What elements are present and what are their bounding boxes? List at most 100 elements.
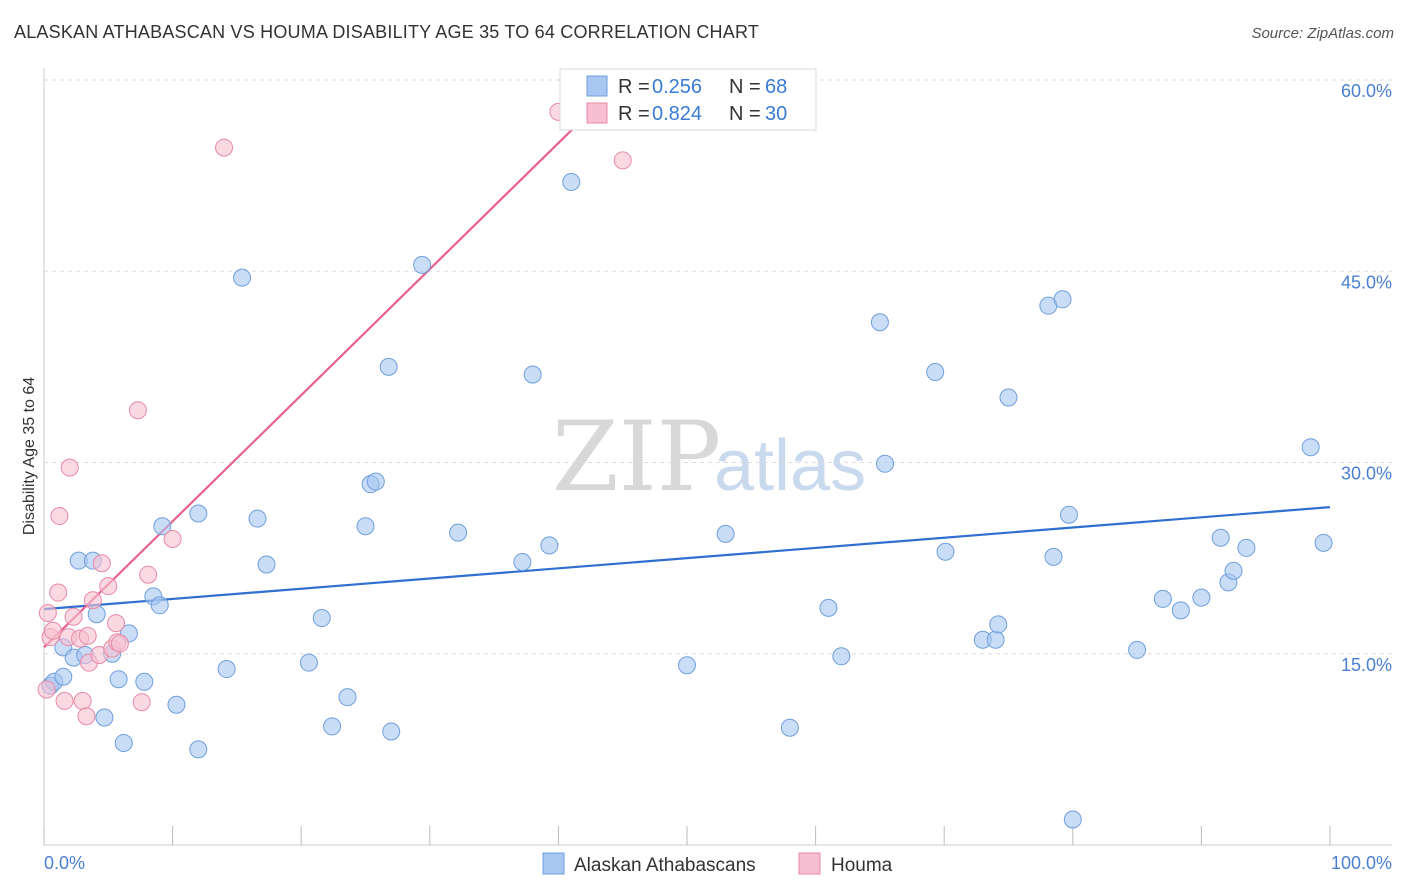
point-athabascan-56 [1059,505,1078,524]
point-athabascan-65 [1237,538,1256,557]
point-athabascan-27 [323,717,342,736]
point-houma-4 [50,507,69,526]
point-houma-14 [83,591,102,610]
point-houma-0 [38,603,57,622]
point-houma-8 [64,607,83,626]
point-athabascan-24 [257,555,276,574]
point-athabascan-42 [780,718,799,737]
legend-r-label-2: R = [618,103,650,125]
point-houma-7 [60,458,79,477]
bottom-legend-label-athabascan: Alaskan Athabascans [574,855,756,876]
point-athabascan-51 [989,615,1008,634]
point-athabascan-38 [540,536,559,555]
point-athabascan-36 [513,552,532,571]
point-houma-25 [163,530,182,548]
point-athabascan-18 [167,695,186,714]
point-athabascan-43 [819,598,838,617]
point-athabascan-35 [449,523,468,542]
legend-n-label-2: N = [729,103,761,125]
point-athabascan-44 [832,647,851,666]
trendline-houma [43,79,624,649]
point-athabascan-12 [114,734,133,752]
bottom-legend: Alaskan Athabascans Houma [542,852,893,876]
point-athabascan-52 [999,388,1018,407]
point-athabascan-22 [233,268,252,287]
point-athabascan-47 [926,362,945,381]
point-houma-3 [49,583,68,602]
point-athabascan-46 [876,454,895,473]
point-houma-19 [107,614,126,633]
trendlines [43,79,1331,649]
point-houma-17 [99,577,118,596]
point-houma-12 [78,626,97,645]
x-tick-label-0: 0.0% [44,853,85,873]
point-houma-24 [139,565,158,584]
y-tick-label-0: 15.0% [1341,655,1392,675]
point-athabascan-41 [716,524,735,543]
point-athabascan-60 [1171,601,1190,620]
point-athabascan-9 [95,708,114,727]
legend-n-label-1: N = [729,76,761,98]
axes [43,68,1392,846]
point-athabascan-23 [248,509,267,528]
grid-lines [44,79,1392,655]
point-athabascan-50 [986,630,1005,649]
tick-labels: 15.0% 30.0% 45.0% 60.0% 0.0% 100.0% [44,81,1392,873]
point-athabascan-67 [1314,533,1333,552]
point-houma-10 [73,691,92,710]
source-label: Source: ZipAtlas.com [1251,25,1394,42]
point-houma-16 [92,554,111,573]
bottom-legend-swatch-houma [798,852,821,875]
chart-title: ALASKAN ATHABASCAN VS HOUMA DISABILITY A… [14,22,760,42]
point-athabascan-21 [217,660,236,679]
point-athabascan-66 [1301,438,1320,457]
point-athabascan-45 [870,313,889,332]
point-athabascan-31 [366,472,385,491]
data-points [37,102,1333,829]
point-athabascan-40 [678,656,696,675]
point-athabascan-59 [1153,589,1172,608]
legend-box: R = 0.256 N = 68 R = 0.824 N = 30 [559,68,817,131]
y-tick-label-3: 60.0% [1341,81,1392,101]
point-athabascan-20 [189,504,208,523]
y-tick-label-2: 45.0% [1341,272,1392,292]
point-houma-23 [132,693,151,712]
legend-swatch-houma [586,102,608,124]
bottom-legend-label-houma: Houma [831,855,893,876]
point-athabascan-55 [1053,290,1072,309]
point-athabascan-2 [54,667,73,686]
bottom-legend-swatch-athabascan [542,852,565,875]
legend-r-value-athabascan: 0.256 [652,76,702,98]
point-athabascan-39 [562,173,581,191]
point-athabascan-25 [299,653,318,672]
point-athabascan-32 [379,357,398,376]
point-athabascan-11 [109,670,128,689]
point-houma-21 [110,634,129,653]
point-athabascan-64 [1224,561,1243,580]
point-houma-26 [215,138,234,157]
point-athabascan-14 [135,672,154,691]
point-athabascan-48 [936,542,955,561]
point-athabascan-34 [413,255,432,274]
legend-swatch-athabascan [586,75,608,97]
point-athabascan-37 [523,365,542,384]
watermark-atlas: atlas [714,426,866,506]
point-athabascan-33 [382,722,401,741]
legend-r-label-1: R = [618,76,650,98]
legend-r-value-houma: 0.824 [652,103,702,125]
trendline-athabascan [43,506,1331,611]
y-tick-label-1: 30.0% [1341,464,1392,484]
point-athabascan-19 [189,740,208,759]
point-houma-2 [44,621,63,640]
legend-n-value-houma: 30 [765,103,787,125]
point-athabascan-29 [356,517,375,536]
point-houma-22 [128,401,147,420]
watermark-zip: ZIP [552,401,721,513]
point-athabascan-26 [312,609,331,628]
point-houma-28 [613,151,632,170]
y-axis-title: Disability Age 35 to 64 [21,377,38,535]
point-athabascan-62 [1211,528,1230,547]
point-athabascan-17 [153,517,172,536]
point-houma-11 [77,707,96,726]
